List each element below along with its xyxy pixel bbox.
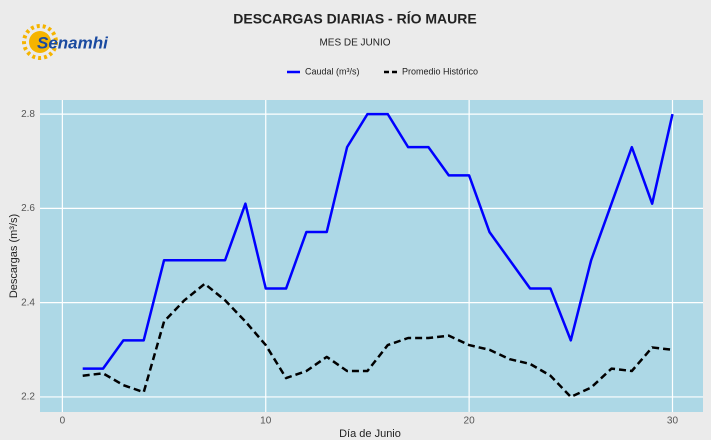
x-tick-label: 0 (60, 416, 66, 427)
legend-label: Caudal (m³/s) (305, 66, 360, 76)
x-tick-label: 10 (260, 416, 272, 427)
y-tick-label: 2.8 (21, 109, 35, 120)
y-tick-label: 2.2 (21, 392, 35, 403)
chart-title: DESCARGAS DIARIAS - RÍO MAURE (233, 11, 476, 27)
x-tick-label: 30 (667, 416, 679, 427)
x-tick-label: 20 (464, 416, 476, 427)
series-line (82, 282, 673, 399)
logo-rays (22, 24, 58, 60)
series-line (82, 112, 674, 370)
legend-label: Promedio Histórico (402, 66, 478, 76)
logo-sun (29, 31, 51, 53)
logo-text: Senamhi (37, 33, 109, 52)
y-tick-label: 2.4 (21, 297, 35, 308)
chart-subtitle: MES DE JUNIO (319, 38, 390, 49)
x-axis-title: Día de Junio (339, 428, 401, 440)
y-tick-label: 2.6 (21, 203, 35, 214)
logo: Senamhi (22, 24, 109, 60)
y-axis-title: Descargas (m³/s) (8, 214, 20, 298)
